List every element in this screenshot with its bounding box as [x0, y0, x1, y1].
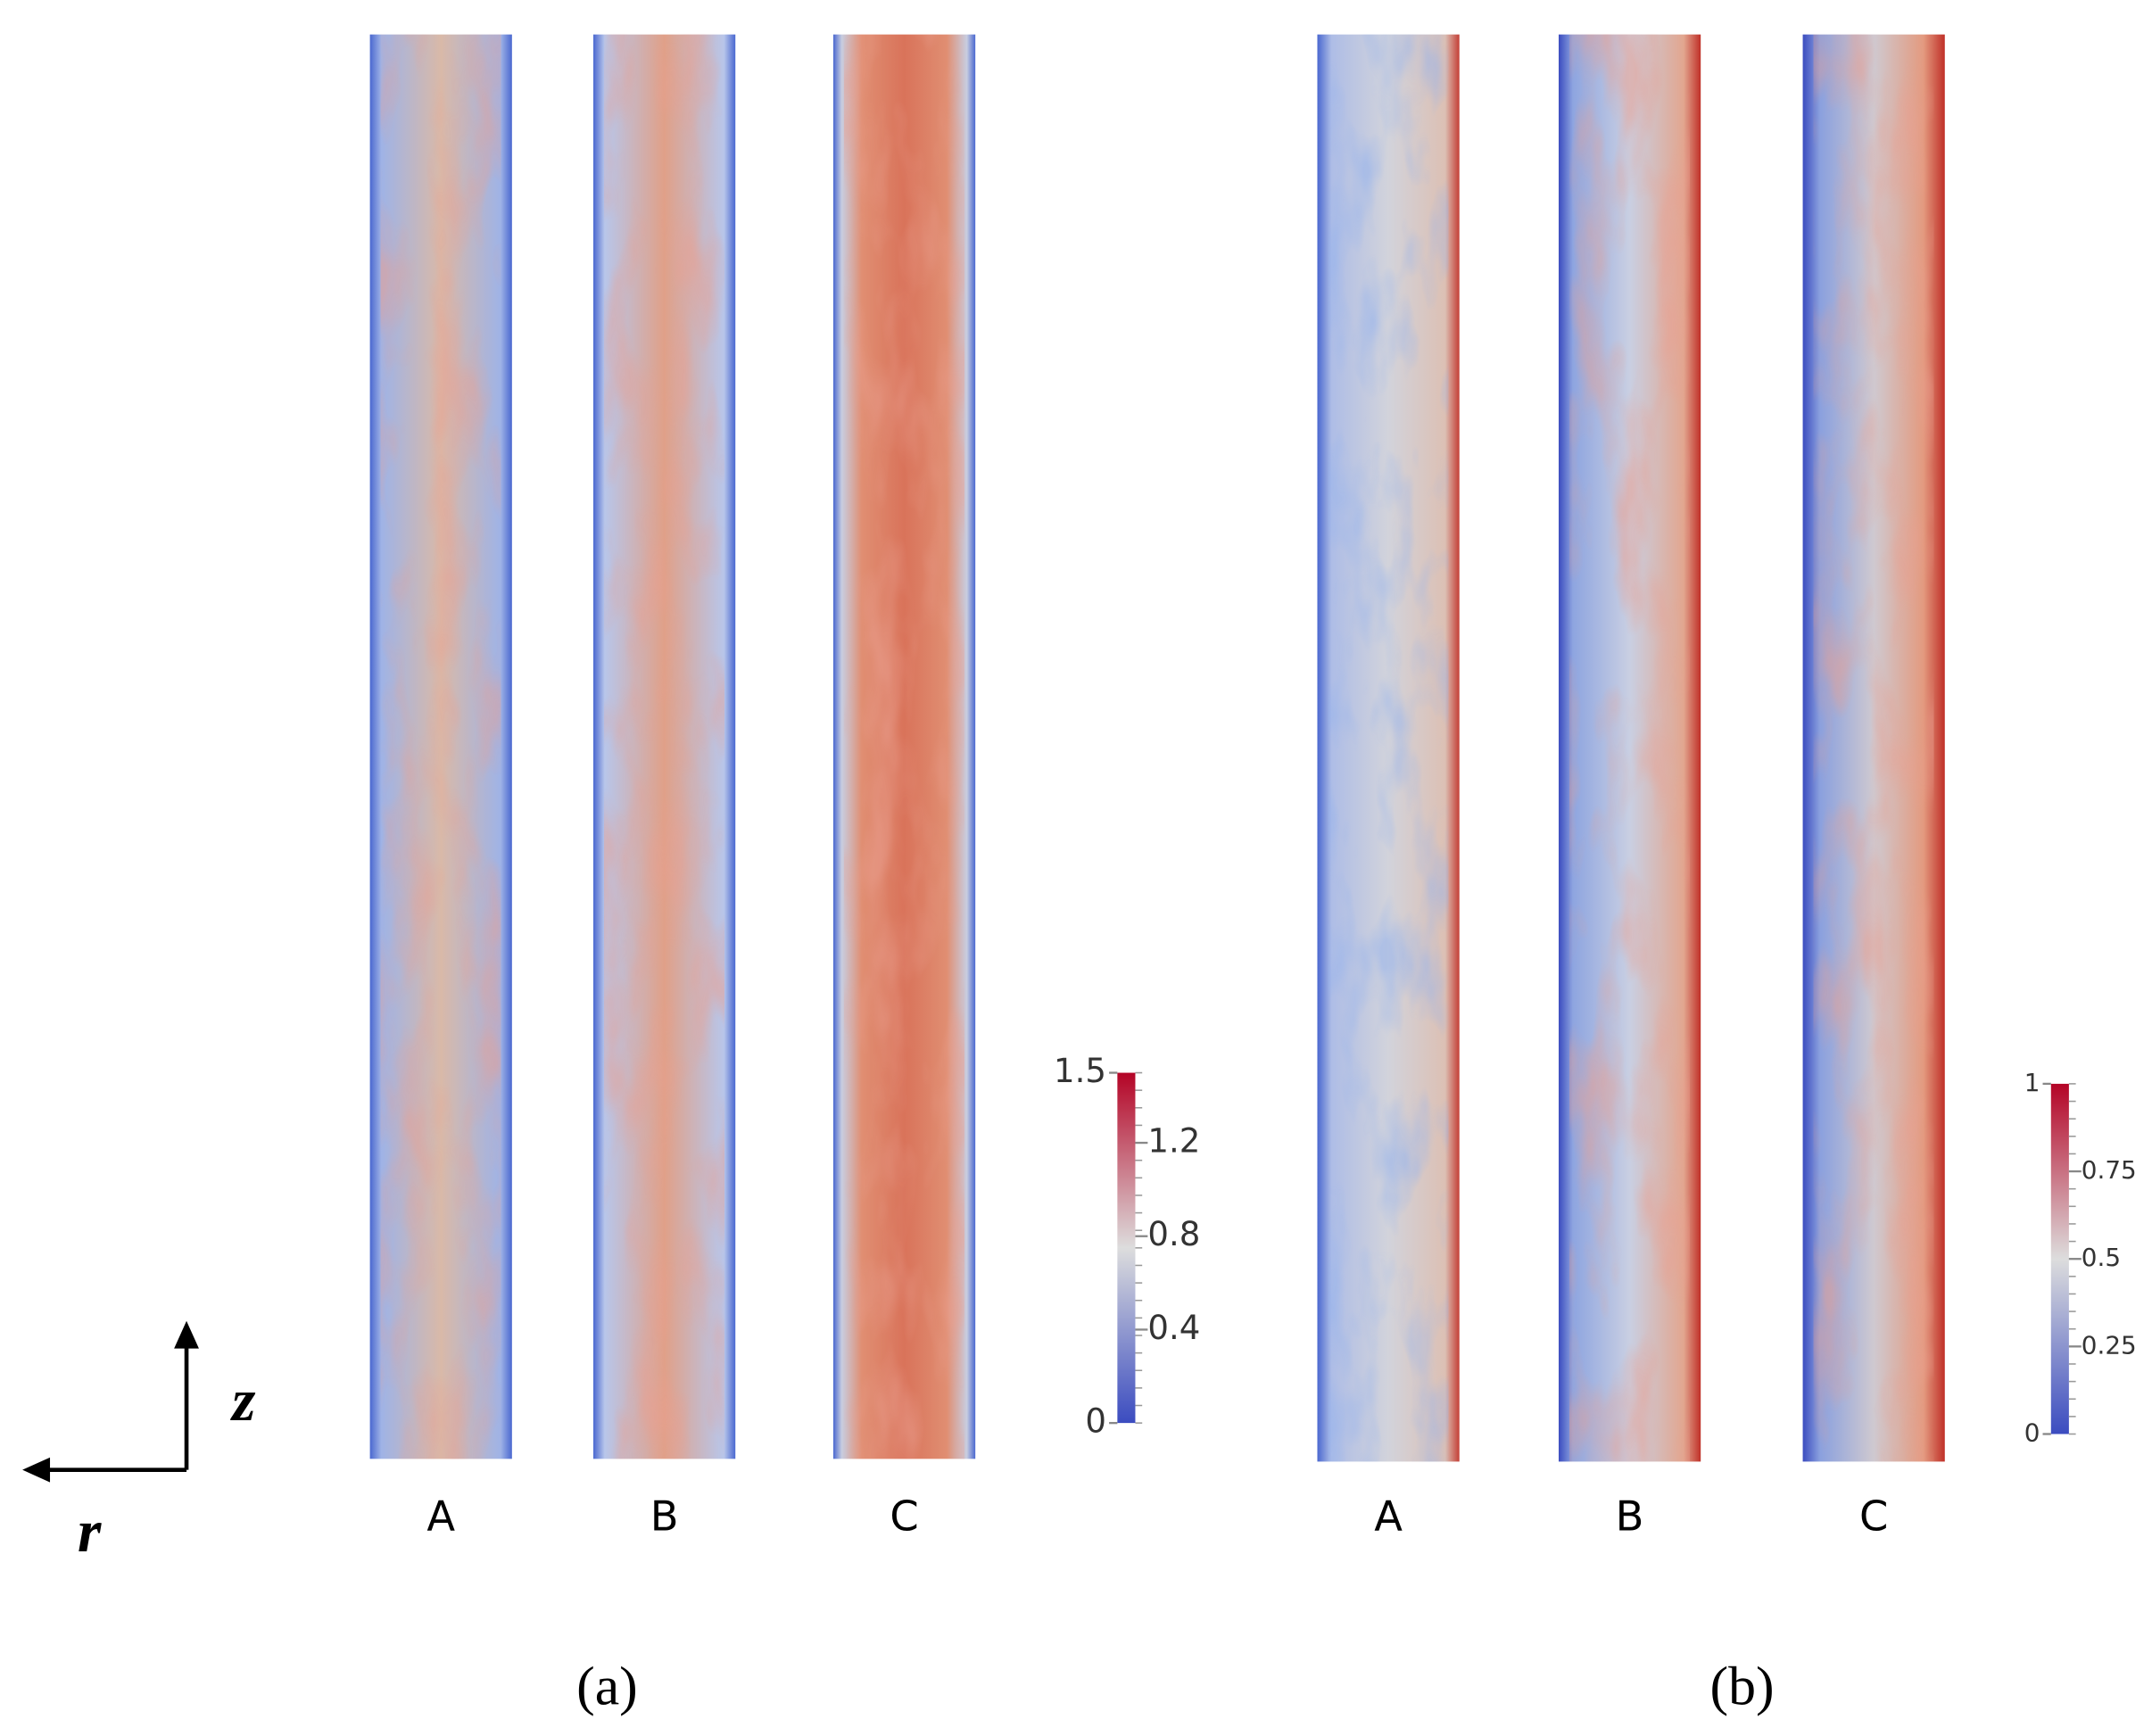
axis-label: z: [230, 1366, 256, 1434]
colorbar-tick-label: 0: [2024, 1418, 2040, 1447]
axis-arrows: [22, 1320, 199, 1483]
axis-label: r: [78, 1497, 102, 1565]
panel-label: (b): [1710, 1656, 1775, 1716]
panel-label: (a): [576, 1656, 638, 1716]
colorbar-tick-label: 0.75: [2082, 1155, 2137, 1185]
contour-texture: [604, 34, 724, 1459]
colorbar-tick-label: 0.5: [2082, 1243, 2121, 1272]
colorbar-tick-label: 0.8: [1147, 1215, 1200, 1253]
colorbar-tick-label: 0.25: [2082, 1330, 2137, 1360]
strip-label: C: [890, 1492, 918, 1541]
strip-label: B: [650, 1492, 679, 1541]
colorbar-tick-label: 1.5: [1054, 1052, 1106, 1090]
colorbar: [1117, 1072, 1136, 1424]
contour-texture: [844, 34, 964, 1459]
strip-label: A: [1374, 1492, 1403, 1541]
contour-texture: [380, 34, 501, 1459]
colorbar-tick-label: 0: [1085, 1402, 1106, 1441]
colorbar-tick-label: 0.4: [1147, 1309, 1200, 1347]
colorbar-tick-label: 1.2: [1147, 1122, 1200, 1161]
strip-label: A: [426, 1492, 455, 1541]
contour-texture: [1813, 34, 1934, 1462]
colorbar-tick-label: 1: [2024, 1068, 2040, 1097]
contour-texture: [1328, 34, 1449, 1462]
strip-label: B: [1616, 1492, 1644, 1541]
colorbar: [2050, 1083, 2069, 1434]
contour-texture: [1569, 34, 1690, 1462]
strip-label: C: [1859, 1492, 1888, 1541]
